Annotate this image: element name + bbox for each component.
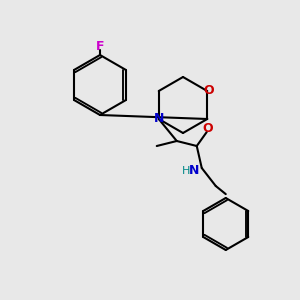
Text: H: H [182,166,190,176]
Text: O: O [202,122,213,134]
Text: N: N [154,112,164,125]
Text: O: O [203,83,214,97]
Text: F: F [96,40,104,53]
Text: N: N [189,164,199,178]
